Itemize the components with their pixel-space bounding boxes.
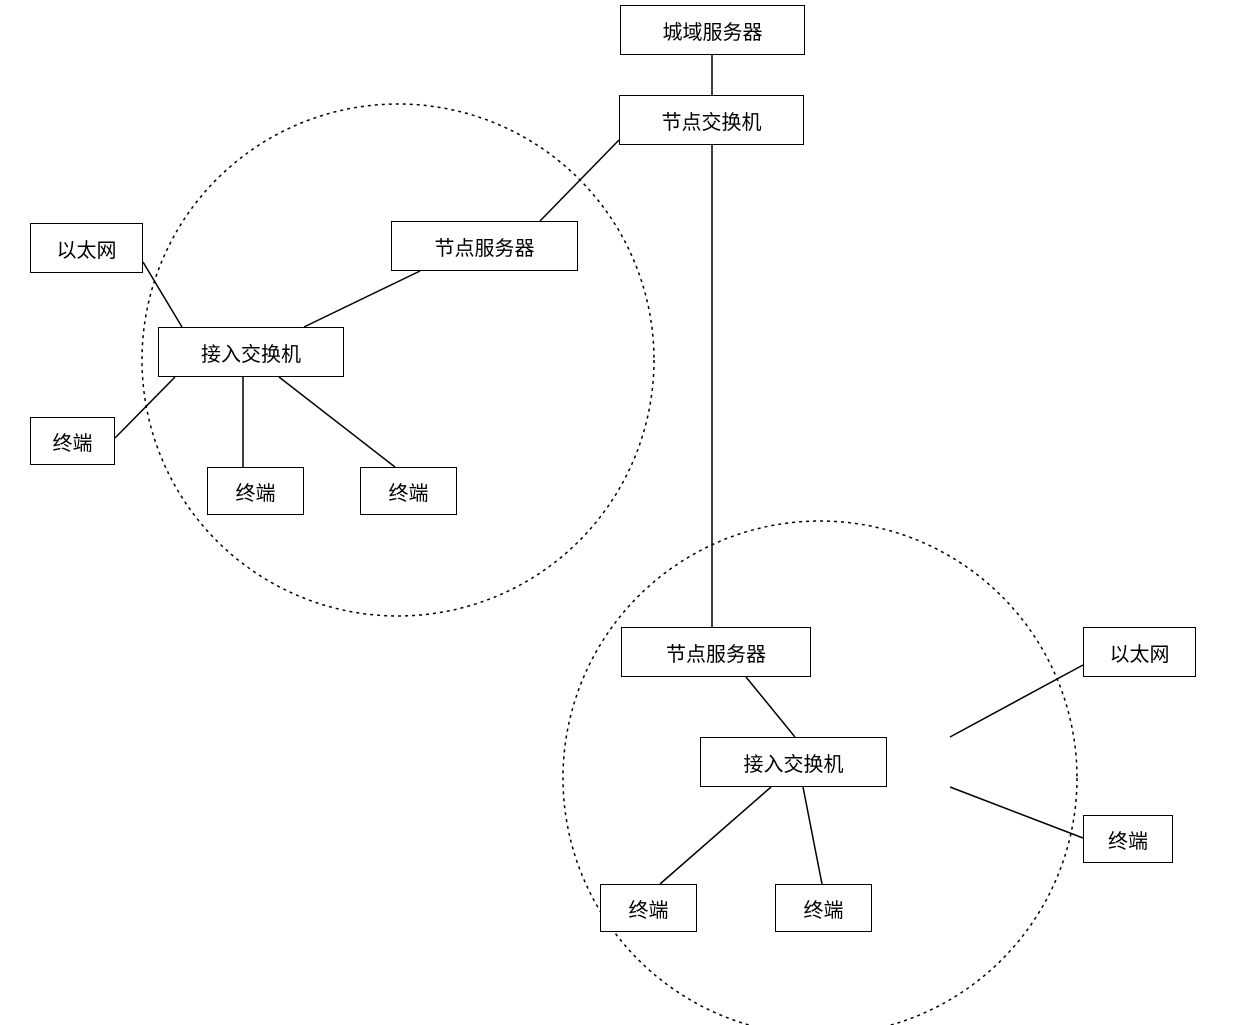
node-label: 接入交换机	[744, 748, 844, 777]
diagram-edge	[746, 677, 795, 737]
diagram-node-node-server-right: 节点服务器	[621, 627, 811, 677]
diagram-node-terminal-r2: 终端	[775, 884, 872, 932]
node-label: 终端	[629, 894, 669, 923]
node-label: 终端	[53, 427, 93, 456]
node-label: 终端	[389, 477, 429, 506]
diagram-edge	[803, 787, 822, 884]
diagram-node-ethernet-right: 以太网	[1083, 627, 1196, 677]
node-label: 节点服务器	[435, 232, 535, 261]
diagram-edge	[540, 140, 619, 221]
diagram-node-terminal-right-ext: 终端	[1083, 815, 1173, 863]
diagram-lines	[0, 0, 1240, 1025]
diagram-canvas: 城域服务器节点交换机以太网终端节点服务器接入交换机终端终端节点服务器接入交换机终…	[0, 0, 1240, 1025]
node-label: 以太网	[57, 234, 117, 263]
node-label: 终端	[236, 477, 276, 506]
diagram-edge	[115, 377, 175, 438]
node-label: 终端	[1108, 825, 1148, 854]
node-label: 节点交换机	[662, 106, 762, 135]
diagram-node-terminal-l1: 终端	[207, 467, 304, 515]
diagram-node-terminal-left-ext: 终端	[30, 417, 115, 465]
diagram-edge	[304, 271, 420, 327]
diagram-node-access-switch-right: 接入交换机	[700, 737, 887, 787]
diagram-node-ethernet-left: 以太网	[30, 223, 143, 273]
node-label: 城域服务器	[663, 16, 763, 45]
node-label: 节点服务器	[666, 638, 766, 667]
diagram-node-metro-server: 城域服务器	[620, 5, 805, 55]
node-label: 以太网	[1110, 638, 1170, 667]
diagram-node-node-server-left: 节点服务器	[391, 221, 578, 271]
node-label: 接入交换机	[201, 338, 301, 367]
diagram-node-terminal-l2: 终端	[360, 467, 457, 515]
diagram-edge	[660, 787, 771, 884]
diagram-node-access-switch-left: 接入交换机	[158, 327, 344, 377]
diagram-node-node-switch-top: 节点交换机	[619, 95, 804, 145]
diagram-node-terminal-r1: 终端	[600, 884, 697, 932]
diagram-edge	[143, 262, 182, 327]
diagram-edge	[279, 377, 395, 467]
node-label: 终端	[804, 894, 844, 923]
diagram-edge	[950, 665, 1083, 737]
diagram-edge	[950, 787, 1083, 838]
